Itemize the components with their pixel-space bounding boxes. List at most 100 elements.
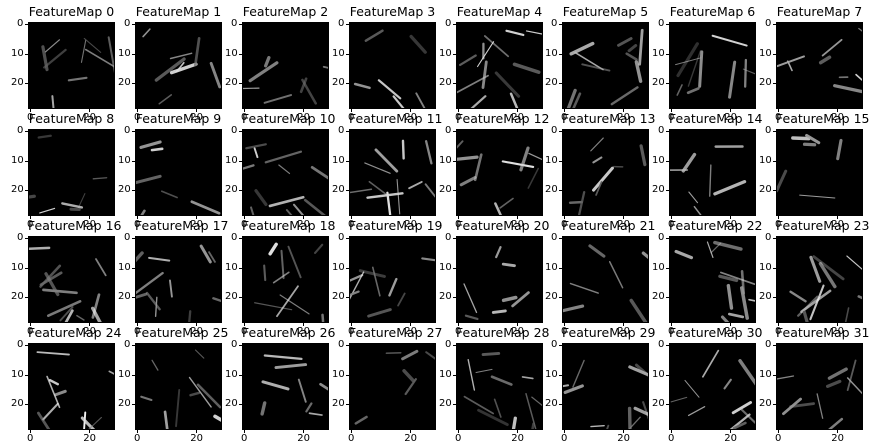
activation-stroke — [299, 77, 308, 94]
activation-stroke — [319, 382, 328, 391]
y-tick-mark — [559, 297, 562, 299]
x-tick-label: 0 — [348, 433, 355, 444]
y-tick-mark — [346, 345, 349, 346]
y-tick-label: 20 — [332, 291, 345, 303]
activation-stroke — [674, 249, 694, 260]
activation-stroke — [828, 417, 844, 429]
activation-stroke — [272, 271, 290, 284]
activation-stroke — [303, 198, 326, 215]
y-tick-label: 20 — [545, 291, 558, 303]
y-tick-mark — [453, 83, 456, 85]
activation-pattern — [243, 56, 328, 105]
y-tick-mark — [239, 404, 242, 406]
feature-map-image — [669, 22, 756, 109]
activation-stroke — [196, 383, 221, 409]
activation-stroke — [253, 147, 259, 159]
feature-map-image — [456, 129, 543, 216]
y-tick-label: 20 — [118, 291, 131, 303]
x-tick-label: 20 — [404, 326, 418, 337]
y-tick-label: 20 — [545, 77, 558, 89]
activation-stroke — [574, 51, 604, 71]
activation-stroke — [404, 378, 417, 396]
y-tick-mark — [239, 267, 242, 269]
feature-map-image — [135, 236, 222, 323]
activation-stroke — [208, 251, 216, 263]
activation-stroke — [459, 54, 477, 67]
activation-stroke — [213, 414, 221, 422]
y-tick-label: 0 — [17, 18, 24, 29]
activation-pattern — [353, 29, 427, 108]
activation-stroke — [713, 240, 743, 251]
activation-pattern — [142, 28, 221, 105]
y-tick-label: 0 — [338, 18, 345, 29]
x-tick-label: 20 — [297, 219, 311, 230]
y-tick-label: 10 — [225, 47, 238, 59]
x-tick-label: 0 — [668, 326, 675, 337]
activation-stroke — [633, 406, 648, 417]
activation-stroke — [627, 44, 638, 53]
x-tick-mark — [137, 216, 138, 219]
feature-map-image — [456, 22, 543, 109]
x-tick-mark — [89, 109, 91, 112]
activation-stroke — [43, 48, 67, 69]
y-tick-label: 20 — [332, 77, 345, 89]
activation-stroke — [493, 398, 502, 418]
feature-map-image — [669, 343, 756, 430]
activation-stroke — [425, 351, 435, 360]
x-tick-mark — [137, 430, 138, 433]
y-tick-label: 0 — [124, 18, 131, 29]
y-tick-mark — [25, 238, 28, 239]
activation-stroke — [409, 34, 427, 54]
activation-stroke — [350, 188, 373, 194]
x-tick-mark — [89, 430, 91, 433]
activation-pattern — [463, 352, 542, 429]
y-tick-label: 20 — [225, 184, 238, 196]
activation-stroke — [64, 309, 74, 322]
x-tick-mark — [517, 216, 519, 219]
y-tick-mark — [559, 345, 562, 346]
y-tick-mark — [25, 190, 28, 192]
y-tick-label: 20 — [439, 291, 452, 303]
activation-stroke — [490, 375, 513, 386]
feature-map-image — [135, 22, 222, 109]
x-tick-label: 20 — [617, 326, 631, 337]
feature-map-title: FeatureMap 31 — [776, 325, 870, 340]
y-tick-label: 0 — [17, 125, 24, 136]
y-tick-label: 10 — [759, 154, 772, 166]
y-tick-mark — [666, 160, 669, 162]
y-tick-mark — [132, 131, 135, 132]
y-tick-label: 0 — [445, 125, 452, 136]
x-tick-mark — [244, 323, 245, 326]
y-tick-mark — [132, 345, 135, 346]
y-tick-mark — [239, 297, 242, 299]
activation-stroke — [37, 411, 51, 429]
activation-stroke — [481, 60, 488, 89]
x-tick-label: 0 — [134, 433, 141, 444]
y-tick-label: 10 — [118, 261, 131, 273]
activation-stroke — [676, 84, 683, 96]
activation-stroke — [260, 401, 267, 416]
feature-map-title: FeatureMap 12 — [456, 111, 550, 126]
activation-pattern — [563, 359, 648, 429]
x-tick-mark — [196, 216, 198, 219]
y-tick-mark — [239, 238, 242, 239]
activation-stroke — [777, 375, 795, 380]
activation-stroke — [731, 401, 753, 415]
x-tick-label: 20 — [511, 219, 525, 230]
y-tick-mark — [25, 345, 28, 346]
y-tick-label: 0 — [765, 125, 772, 136]
feature-map-title: FeatureMap 0 — [28, 4, 115, 19]
activation-stroke — [568, 200, 583, 204]
activation-stroke — [833, 84, 862, 94]
x-tick-mark — [730, 323, 732, 326]
feature-map-image — [562, 343, 649, 430]
activation-stroke — [80, 416, 96, 429]
feature-map-image — [562, 236, 649, 323]
y-tick-label: 0 — [338, 339, 345, 350]
x-tick-mark — [778, 430, 779, 433]
activation-stroke — [136, 251, 144, 263]
activation-stroke — [512, 62, 541, 74]
y-tick-label: 0 — [231, 18, 238, 29]
activation-stroke — [371, 266, 381, 297]
x-tick-mark — [564, 216, 565, 219]
